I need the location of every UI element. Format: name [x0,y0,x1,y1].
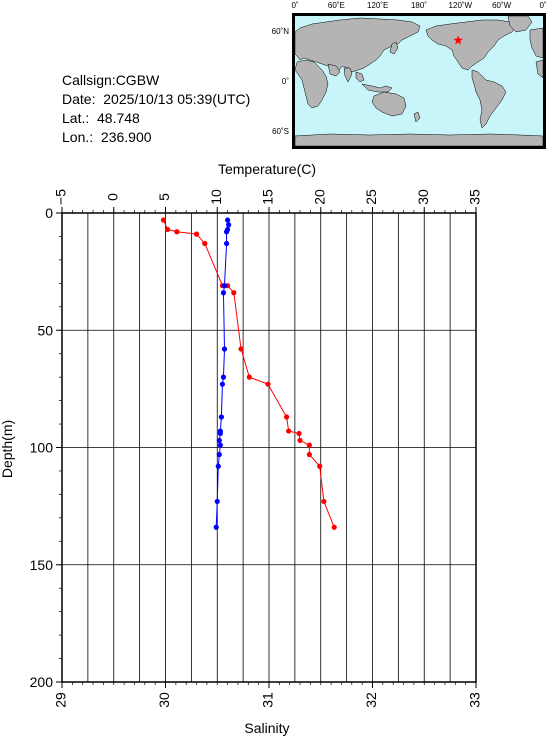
temperature-data-point [283,414,290,420]
salinity-data-point [218,414,224,420]
temperature-data-point [331,524,337,530]
depth-tick-label: 200 [30,674,54,690]
map-lon-label: 120˚E [367,1,388,10]
temp-tick-label: 20 [311,189,327,205]
temp-tick-label: 15 [260,189,276,205]
temperature-data-point [164,226,171,233]
temperature-data-point [296,430,302,437]
callsign-text: Callsign:CGBW [62,72,160,88]
temperature-data-point [160,217,167,223]
map-lat-label: 60˚N [272,27,290,36]
lon-text: Lon.: 236.900 [62,129,152,145]
salinity-data-point [220,374,227,380]
salinity-data-point [217,442,223,448]
map-lat-label: 0˚ [282,77,289,86]
salinity-data-point [219,381,226,387]
temp-tick-label: 30 [415,189,431,205]
temp-tick-label: 25 [363,189,379,205]
station-star-icon [453,35,463,45]
salinity-data-point [216,451,222,458]
salinity-data-point [215,463,221,469]
temp-tick-label: −5 [53,189,69,205]
salinity-data-point [225,217,231,223]
map-lon-label: 120˚W [449,1,473,10]
map-land [294,15,544,147]
sal-tick-label: 30 [156,692,172,708]
temperature-data-point [246,374,252,380]
temperature-data-point [231,290,237,296]
salinity-profile-line [215,219,230,528]
map-lon-label: 0˚ [291,1,298,10]
sal-tick-label: 29 [53,692,69,708]
salinity-data-point [216,437,222,444]
depth-tick-label: 0 [45,205,53,221]
temperature-data-point [202,240,208,247]
salinity-data-point [214,498,220,505]
temperature-data-point [321,498,327,505]
lat-text: Lat.: 48.748 [62,110,140,126]
temperature-data-point [317,463,323,469]
depth-tick-label: 150 [30,557,54,573]
temp-tick-label: 5 [156,193,172,201]
depth-tick-label: 50 [37,322,53,338]
salinity-data-point [223,240,230,247]
map-lon-label: 0˚ [539,1,546,10]
map-lat-label: 60˚S [272,127,289,136]
series-layer [160,217,337,530]
temperature-data-point [193,231,200,237]
temperature-data-point [297,437,303,444]
map-ticks [292,13,546,149]
salinity-data-point [226,222,232,228]
temperature-data-point [265,381,271,387]
map-lon-label: 60˚W [492,1,512,10]
sal-tick-label: 31 [260,692,276,708]
temp-tick-label: 10 [208,189,224,205]
salinity-data-point [223,229,230,235]
temperature-data-point [174,229,180,235]
y-axis-label: Depth(m) [0,420,15,478]
temperature-data-point [238,346,244,352]
top-axis-label: Temperature(C) [218,161,316,177]
map-labels: 0˚ 60˚E 120˚E 180˚ 120˚W 60˚W 0˚ 60˚N 0˚ 60˚S [272,1,547,136]
map-lon-label: 180˚ [411,1,427,10]
grid-lines [61,212,477,683]
salinity-data-point [221,283,228,289]
sal-tick-label: 33 [467,692,483,708]
salinity-data-point [221,346,228,352]
depth-tick-label: 100 [30,440,54,456]
temperature-profile-line [162,219,335,528]
date-text: Date: 2025/10/13 05:39(UTC) [62,91,251,107]
temperature-data-point [306,451,312,458]
temp-tick-label: 35 [467,189,483,205]
temp-tick-label: 0 [104,193,120,201]
sal-tick-label: 32 [363,692,379,708]
salinity-data-point [217,430,223,437]
station-info: Callsign:CGBW Date: 2025/10/13 05:39(UTC… [62,71,250,147]
temperature-data-point [286,428,292,434]
bottom-axis-label: Salinity [244,720,289,736]
temperature-data-point [306,442,312,448]
salinity-data-point [220,290,227,296]
salinity-data-point [213,524,219,530]
map-lon-label: 60˚E [328,1,345,10]
